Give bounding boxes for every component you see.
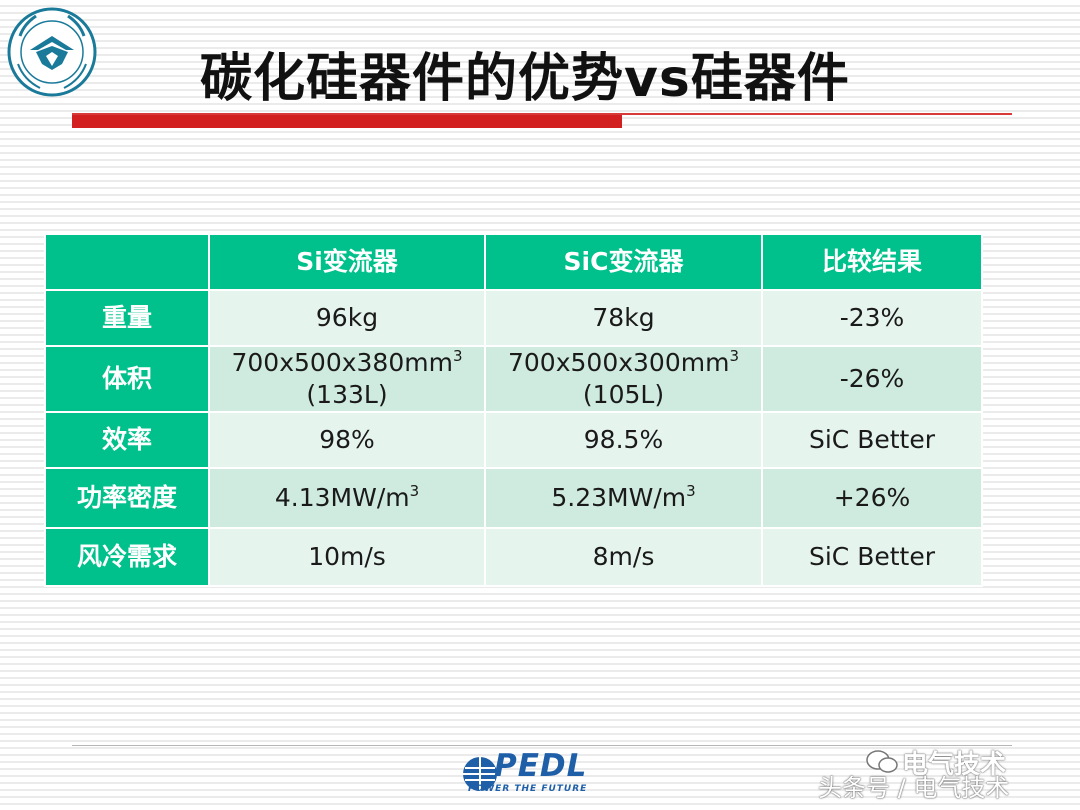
- cell-sic-volume: 700x500x300mm3 (105L): [484, 345, 763, 413]
- cell-result-efficiency: SiC Better: [761, 411, 983, 469]
- table-row: 功率密度 4.13MW/m3 5.23MW/m3 +26%: [44, 467, 983, 529]
- row-label-air-cooling: 风冷需求: [44, 527, 210, 587]
- cell-si-volume: 700x500x380mm3 (133L): [208, 345, 486, 413]
- header-corner-cell: [44, 233, 210, 291]
- cell-sic-efficiency: 98.5%: [484, 411, 763, 469]
- row-label-volume: 体积: [44, 345, 210, 413]
- watermark-bottom: 头条号 / 电气技术: [818, 774, 1010, 802]
- cell-sic-air-cooling: 8m/s: [484, 527, 763, 587]
- table-row: 体积 700x500x380mm3 (133L) 700x500x300mm3 …: [44, 345, 983, 413]
- cell-sic-power-density: 5.23MW/m3: [484, 467, 763, 529]
- cell-si-air-cooling: 10m/s: [208, 527, 486, 587]
- cell-sic-weight: 78kg: [484, 289, 763, 347]
- cell-result-weight: -23%: [761, 289, 983, 347]
- watermark-top: 电气技术: [902, 750, 1007, 780]
- pedl-logo-tagline: POWER THE FUTURE: [468, 784, 588, 794]
- university-seal-logo: [7, 7, 97, 97]
- cell-result-volume: -26%: [761, 345, 983, 413]
- table-row: 风冷需求 10m/s 8m/s SiC Better: [44, 527, 983, 587]
- header-sic-converter: SiC变流器: [484, 233, 763, 291]
- cell-si-weight: 96kg: [208, 289, 486, 347]
- cell-si-power-density: 4.13MW/m3: [208, 467, 486, 529]
- comparison-table: Si变流器 SiC变流器 比较结果 重量 96kg 78kg -23% 体积 7…: [44, 233, 983, 587]
- cell-si-efficiency: 98%: [208, 411, 486, 469]
- table-row: 重量 96kg 78kg -23%: [44, 289, 983, 347]
- row-label-power-density: 功率密度: [44, 467, 210, 529]
- cell-result-power-density: +26%: [761, 467, 983, 529]
- row-label-efficiency: 效率: [44, 411, 210, 469]
- table-row: 效率 98% 98.5% SiC Better: [44, 411, 983, 469]
- table-header-row: Si变流器 SiC变流器 比较结果: [44, 233, 983, 291]
- pedl-logo-text: PEDL: [494, 748, 588, 784]
- footer-divider: [72, 745, 1012, 746]
- header-comparison-result: 比较结果: [761, 233, 983, 291]
- cell-result-air-cooling: SiC Better: [761, 527, 983, 587]
- slide-title: 碳化硅器件的优势vs硅器件: [200, 49, 850, 109]
- row-label-weight: 重量: [44, 289, 210, 347]
- header-si-converter: Si变流器: [208, 233, 486, 291]
- title-underline-thin: [72, 113, 1012, 115]
- wechat-icon: [866, 750, 898, 773]
- title-underline-thick: [72, 115, 622, 128]
- pedl-globe-icon: [463, 757, 497, 791]
